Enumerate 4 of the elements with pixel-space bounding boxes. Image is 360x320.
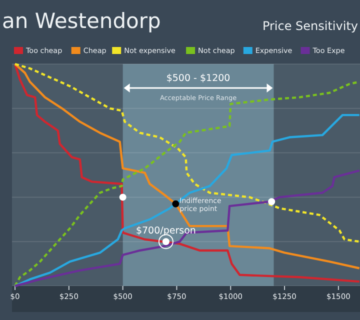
band-label: $500 - $1200 [166, 73, 230, 84]
chart-title: an Westendorp [2, 9, 161, 33]
annotation: $700/person [136, 226, 196, 237]
chart-subtitle: Price Sensitivity [262, 19, 358, 33]
